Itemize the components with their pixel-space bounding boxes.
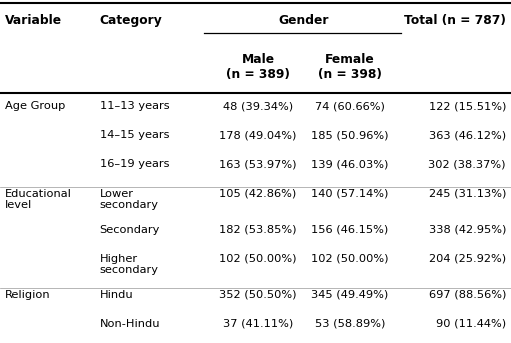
Text: Religion: Religion [5,290,51,300]
Text: 245 (31.13%): 245 (31.13%) [429,189,506,199]
Text: 185 (50.96%): 185 (50.96%) [311,130,389,140]
Text: Gender: Gender [279,14,329,27]
Text: Age Group: Age Group [5,101,65,111]
Text: 697 (88.56%): 697 (88.56%) [429,290,506,300]
Text: 74 (60.66%): 74 (60.66%) [315,101,385,111]
Text: 182 (53.85%): 182 (53.85%) [219,225,297,235]
Text: Lower
secondary: Lower secondary [100,189,158,210]
Text: 178 (49.04%): 178 (49.04%) [219,130,297,140]
Text: 302 (38.37%): 302 (38.37%) [428,159,506,169]
Text: 90 (11.44%): 90 (11.44%) [436,319,506,329]
Text: 53 (58.89%): 53 (58.89%) [315,319,385,329]
Text: 102 (50.00%): 102 (50.00%) [311,254,389,264]
Text: Non-Hindu: Non-Hindu [100,319,160,329]
Text: 163 (53.97%): 163 (53.97%) [219,159,297,169]
Text: Total (n = 787): Total (n = 787) [404,14,506,27]
Text: 122 (15.51%): 122 (15.51%) [429,101,506,111]
Text: Category: Category [100,14,162,27]
Text: Secondary: Secondary [100,225,160,235]
Text: 363 (46.12%): 363 (46.12%) [429,130,506,140]
Text: 14–15 years: 14–15 years [100,130,169,140]
Text: 105 (42.86%): 105 (42.86%) [219,189,297,199]
Text: Educational
level: Educational level [5,189,72,210]
Text: Hindu: Hindu [100,290,133,300]
Text: 352 (50.50%): 352 (50.50%) [219,290,297,300]
Text: 338 (42.95%): 338 (42.95%) [429,225,506,235]
Text: 204 (25.92%): 204 (25.92%) [429,254,506,264]
Text: 156 (46.15%): 156 (46.15%) [311,225,389,235]
Text: Higher
secondary: Higher secondary [100,254,158,275]
Text: 139 (46.03%): 139 (46.03%) [311,159,389,169]
Text: 102 (50.00%): 102 (50.00%) [219,254,297,264]
Text: 345 (49.49%): 345 (49.49%) [311,290,389,300]
Text: Male
(n = 389): Male (n = 389) [226,53,290,81]
Text: 11–13 years: 11–13 years [100,101,169,111]
Text: 140 (57.14%): 140 (57.14%) [311,189,389,199]
Text: 37 (41.11%): 37 (41.11%) [223,319,293,329]
Text: Variable: Variable [5,14,62,27]
Text: 48 (39.34%): 48 (39.34%) [223,101,293,111]
Text: Female
(n = 398): Female (n = 398) [318,53,382,81]
Text: 16–19 years: 16–19 years [100,159,169,169]
